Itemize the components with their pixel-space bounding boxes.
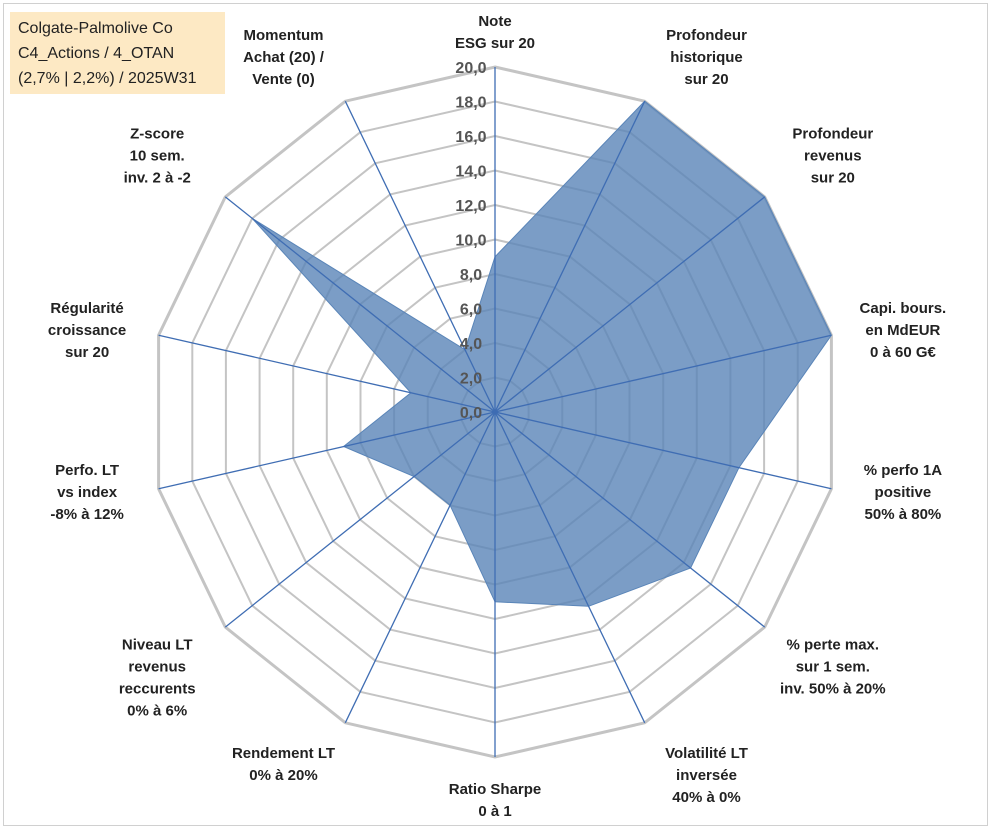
spoke-9 <box>224 411 496 628</box>
axis-label-line: ESG sur 20 <box>455 35 535 52</box>
axis-label-9: Niveau LT revenus reccurents 0% à 6% <box>119 636 196 719</box>
axis-label-10: Perfo. LT vs index -8% à 12% <box>50 462 123 523</box>
tick-label: 20,0 <box>455 60 486 77</box>
axis-label-6: Volatilité LT inversée 40% à 0% <box>665 745 748 806</box>
axis-label-line: Achat (20) / <box>243 49 325 66</box>
spoke-5 <box>494 411 766 628</box>
tick-label: 10,0 <box>455 233 486 250</box>
axis-label-line: Rendement LT <box>232 745 335 762</box>
axis-label-line: revenus <box>804 148 862 165</box>
axis-label-2: Profondeur revenus sur 20 <box>792 126 873 187</box>
axis-label-0: Note ESG sur 20 <box>455 13 535 52</box>
axis-label-line: 0 à 60 G€ <box>870 344 937 361</box>
radar-spokes <box>158 67 832 757</box>
axis-label-3: Capi. bours. en MdEUR 0 à 60 G€ <box>860 300 947 361</box>
axis-label-line: % perte max. <box>787 636 880 653</box>
spoke-1 <box>494 100 646 413</box>
spoke-13 <box>344 100 496 413</box>
spoke-10 <box>158 411 496 490</box>
axis-label-5: % perte max. sur 1 sem. inv. 50% à 20% <box>780 636 886 697</box>
axis-label-line: Profondeur <box>792 126 873 143</box>
info-box-company: Colgate-Palmolive Co <box>18 20 173 37</box>
info-box-stats: (2,7% | 2,2%) / 2025W31 <box>18 70 197 87</box>
axis-label-line: croissance <box>48 322 126 339</box>
axis-label-line: 10 sem. <box>130 148 185 165</box>
spoke-2 <box>494 196 766 413</box>
spoke-8 <box>344 411 496 724</box>
axis-label-line: sur 20 <box>684 71 728 88</box>
axis-label-line: historique <box>670 49 743 66</box>
axis-label-line: Capi. bours. <box>860 300 947 317</box>
axis-label-11: Régularité croissance sur 20 <box>48 300 126 361</box>
axis-label-line: Momentum <box>244 27 324 44</box>
tick-label: 8,0 <box>460 267 482 284</box>
axis-label-line: Ratio Sharpe <box>449 781 542 798</box>
axis-label-1: Profondeur historique sur 20 <box>666 27 747 88</box>
axis-label-line: 50% à 80% <box>865 506 942 523</box>
tick-label: 6,0 <box>460 302 482 319</box>
axis-label-12: Z-score 10 sem. inv. 2 à -2 <box>124 126 191 187</box>
axis-label-line: 0 à 1 <box>478 803 511 820</box>
info-box: Colgate-Palmolive Co C4_Actions / 4_OTAN… <box>10 12 225 94</box>
tick-label: 0,0 <box>460 405 482 422</box>
tick-label: 12,0 <box>455 198 486 215</box>
axis-label-line: 0% à 6% <box>127 702 187 719</box>
axis-label-4: % perfo 1A positive 50% à 80% <box>864 462 943 523</box>
axis-label-line: Volatilité LT <box>665 745 748 762</box>
axis-label-line: sur 20 <box>65 344 109 361</box>
tick-label: 16,0 <box>455 129 486 146</box>
axis-label-line: vs index <box>57 484 118 501</box>
axis-label-line: inversée <box>676 767 737 784</box>
tick-label: 14,0 <box>455 164 486 181</box>
radar-series <box>251 100 832 607</box>
axis-label-line: Z-score <box>130 126 184 143</box>
spoke-6 <box>494 411 646 724</box>
axis-label-line: sur 1 sem. <box>796 658 870 675</box>
radar-axis-labels: Note ESG sur 20 Profondeur historique sur 20… <box>48 13 946 820</box>
axis-label-line: en MdEUR <box>865 322 940 339</box>
axis-label-line: Perfo. LT <box>55 462 119 479</box>
axis-label-line: Niveau LT <box>122 636 193 653</box>
axis-label-line: % perfo 1A <box>864 462 943 479</box>
axis-label-line: reccurents <box>119 680 196 697</box>
axis-label-line: Vente (0) <box>252 71 315 88</box>
axis-label-line: -8% à 12% <box>50 506 123 523</box>
spoke-12 <box>224 196 496 413</box>
tick-label: 18,0 <box>455 95 486 112</box>
axis-label-7: Ratio Sharpe 0 à 1 <box>449 781 542 820</box>
series-area <box>251 100 832 607</box>
axis-label-line: positive <box>875 484 932 501</box>
tick-label: 2,0 <box>460 371 482 388</box>
spoke-4 <box>494 411 832 490</box>
axis-label-line: 0% à 20% <box>249 767 317 784</box>
axis-label-line: 40% à 0% <box>672 789 740 806</box>
info-box-category: C4_Actions / 4_OTAN <box>18 45 175 62</box>
axis-label-line: inv. 2 à -2 <box>124 170 191 187</box>
spoke-3 <box>494 334 832 413</box>
tick-label: 4,0 <box>460 336 482 353</box>
axis-label-line: Régularité <box>50 300 123 317</box>
axis-label-line: revenus <box>128 658 186 675</box>
axis-label-line: Profondeur <box>666 27 747 44</box>
axis-label-line: Note <box>478 13 511 30</box>
radar-tick-labels: 0,0 2,0 4,0 6,0 8,0 10,0 12,0 14,0 16,0 18,0 20,0 <box>455 60 486 422</box>
axis-label-line: sur 20 <box>811 170 855 187</box>
axis-label-13: Momentum Achat (20) / Vente (0) <box>243 27 325 88</box>
spoke-11 <box>158 334 496 413</box>
axis-label-line: inv. 50% à 20% <box>780 680 886 697</box>
axis-label-8: Rendement LT 0% à 20% <box>232 745 335 784</box>
